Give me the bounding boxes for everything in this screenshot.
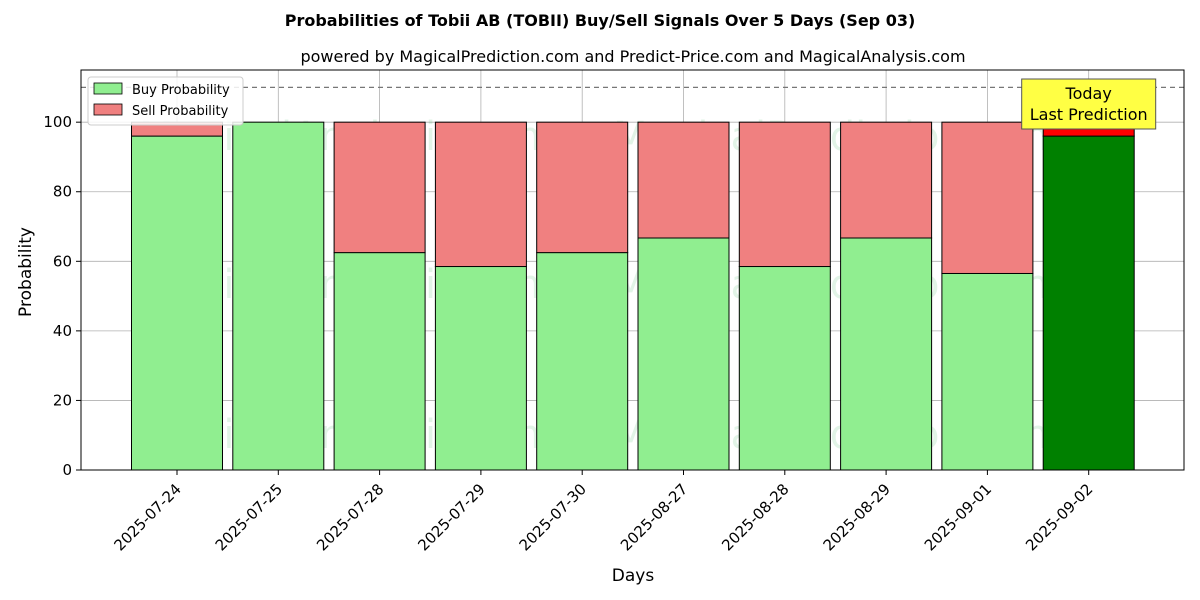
annotation-line-2: Last Prediction [1030, 105, 1148, 124]
x-tick-label: 2025-07-28 [313, 480, 387, 554]
y-axis-label: Probability [16, 227, 36, 317]
y-tick-label: 100 [43, 113, 72, 131]
x-tick-label: 2025-07-24 [110, 480, 184, 554]
x-tick-label: 2025-07-29 [414, 480, 488, 554]
legend-frame [87, 76, 244, 126]
today-annotation: Today Last Prediction [1021, 78, 1157, 130]
x-axis-label: Days [612, 566, 655, 586]
y-tick-label: 80 [53, 183, 72, 201]
legend-label-buy: Buy Probability [132, 83, 230, 98]
bars [131, 121, 1135, 471]
y-tick-label: 60 [53, 252, 72, 270]
x-tick-label: 2025-09-01 [921, 480, 995, 554]
annotation-line-1: Today [1065, 84, 1112, 103]
x-tick-label: 2025-08-29 [820, 480, 894, 554]
legend-label-sell: Sell Probability [132, 104, 229, 119]
bar-buy [840, 237, 933, 471]
y-tick-label: 20 [53, 391, 72, 409]
legend-swatch-sell [93, 103, 123, 116]
bar-buy [232, 121, 325, 471]
x-tick-label: 2025-08-28 [718, 480, 792, 554]
bar-sell [434, 121, 527, 268]
bar-sell [536, 121, 629, 254]
legend: Buy Probability Sell Probability [87, 76, 244, 126]
bar-sell [840, 121, 933, 239]
x-tick-label: 2025-08-27 [617, 480, 691, 554]
x-tick-label: 2025-07-25 [212, 480, 286, 554]
x-tick-label: 2025-07-30 [516, 480, 590, 554]
y-tick-label: 40 [53, 322, 72, 340]
bar-buy [941, 272, 1034, 471]
annotation-box [1021, 78, 1157, 130]
bar-buy [131, 135, 223, 471]
bar-buy [434, 266, 527, 471]
legend-swatch-buy [93, 82, 123, 95]
bar-buy [333, 252, 426, 471]
bar-buy [738, 266, 831, 471]
y-tick-label: 0 [62, 461, 72, 479]
bar-sell [941, 121, 1034, 274]
bar-buy [637, 237, 730, 471]
x-axis-ticks: 2025-07-24 2025-07-25 2025-07-28 2025-07-29… [110, 470, 1097, 554]
chart-subtitle: powered by MagicalPrediction.com and Pre… [300, 47, 965, 66]
bar-buy [1042, 135, 1135, 471]
y-axis-ticks: 0 20 40 60 80 100 [43, 113, 81, 479]
bar-sell [637, 121, 730, 239]
x-tick-label: 2025-09-02 [1022, 480, 1096, 554]
bar-sell [738, 121, 831, 268]
bar-buy [536, 252, 629, 471]
chart-title: Probabilities of Tobii AB (TOBII) Buy/Se… [285, 11, 916, 30]
bar-sell [333, 121, 426, 254]
plot-frame [80, 69, 1185, 471]
